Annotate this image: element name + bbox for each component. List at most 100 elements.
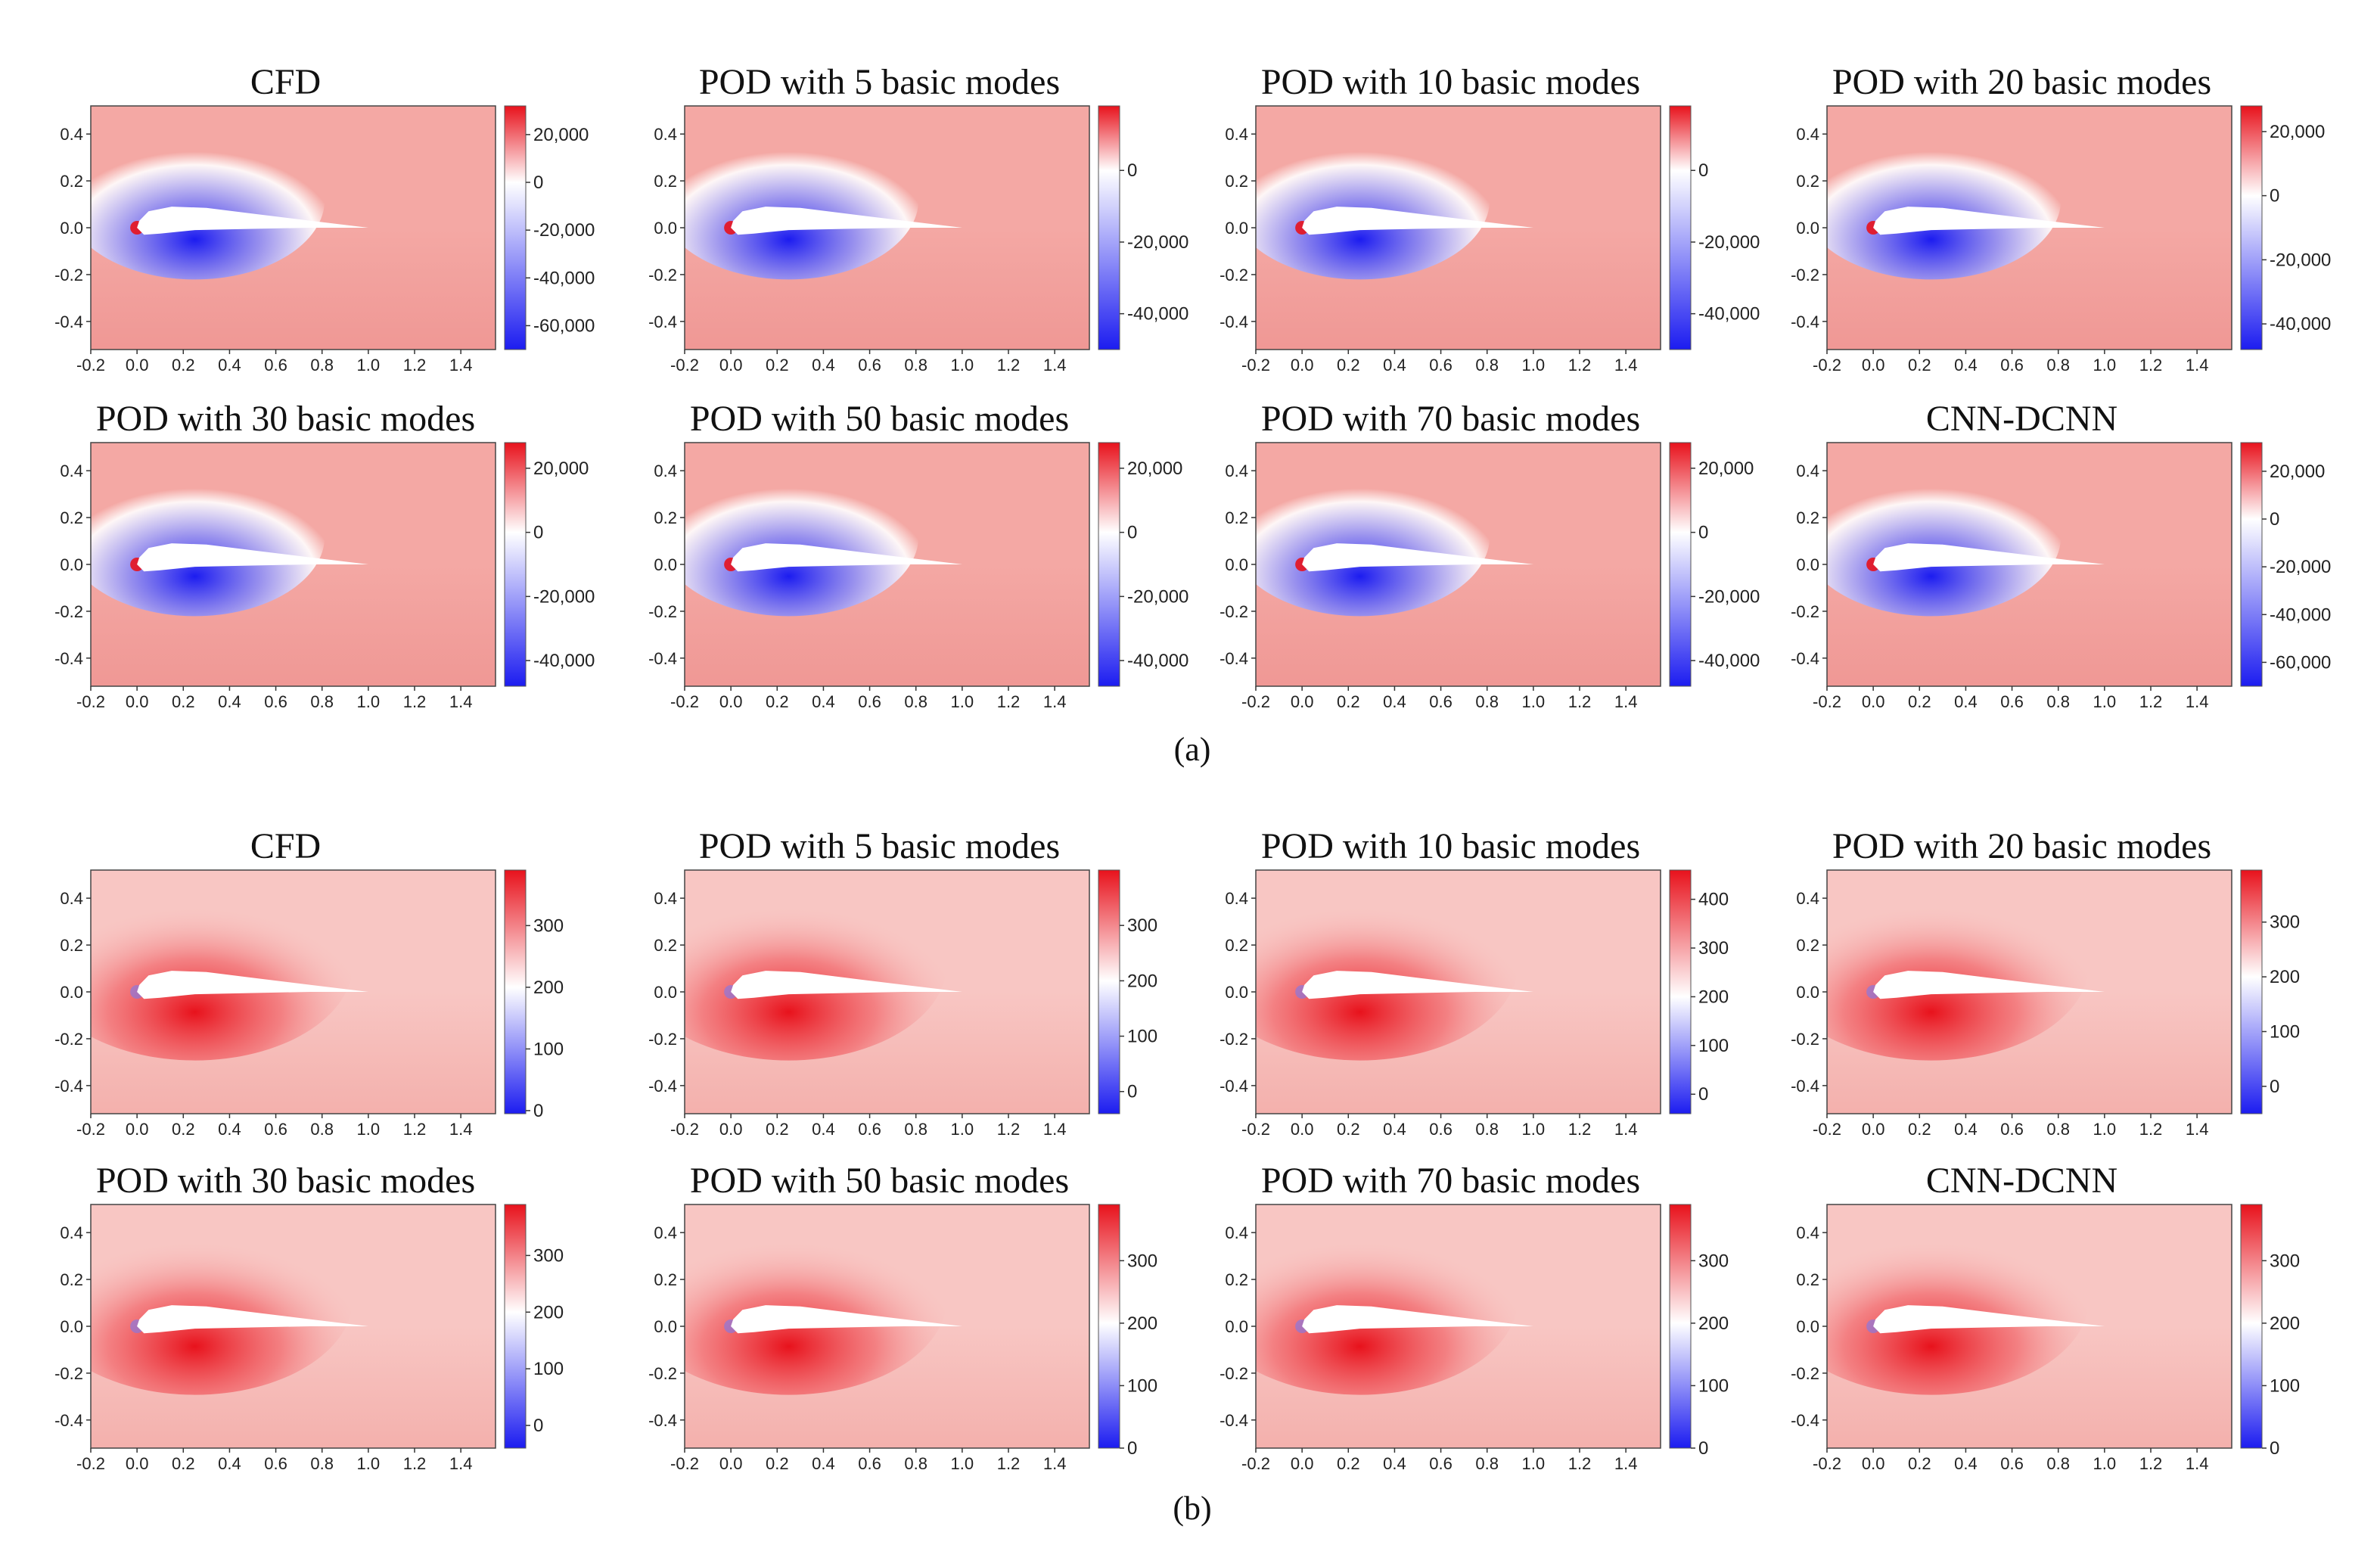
airfoil-shape	[1302, 1305, 1533, 1334]
colorbar-tick-label: 20,000	[533, 125, 589, 145]
airfoil-shape	[1302, 207, 1533, 235]
y-tick-label: -0.4	[1791, 649, 1819, 668]
x-tick-label: 0.6	[858, 1454, 881, 1473]
colorbar-tick-label: 0	[1127, 1082, 1137, 1102]
y-tick-label: 0.4	[1225, 889, 1248, 908]
y-tick-label: -0.2	[1791, 266, 1819, 284]
x-tick-label: -0.2	[76, 356, 105, 375]
y-tick-label: -0.4	[1791, 1077, 1819, 1096]
x-tick-label: 1.4	[1614, 356, 1638, 375]
field-plot	[1827, 870, 2232, 1114]
x-tick-label: 0.0	[1291, 356, 1314, 375]
field-plot	[1827, 106, 2232, 350]
x-tick-label: 1.0	[951, 356, 974, 375]
colorbar-tick-label: 100	[2270, 1375, 2300, 1396]
x-tick-label: 0.6	[1429, 356, 1453, 375]
y-tick-label: 0.2	[1225, 1270, 1248, 1289]
colorbar-tick-label: 100	[2270, 1021, 2300, 1042]
panel-b-1: CFD -0.2 0.0 0.2 0.4 0.6 0.8 1.0 1.2 1.4 0.4 0.2 0.0…	[54, 826, 564, 1139]
colorbar-tick-label: 0	[2270, 1438, 2279, 1459]
y-tick-label: 0.2	[1225, 508, 1248, 527]
y-tick-label: -0.4	[54, 312, 83, 331]
airfoil-shape	[731, 1305, 962, 1334]
colorbar-tick-label: 0	[2270, 186, 2279, 207]
panel-a-7: POD with 70 basic modes -0.2 0.0 0.2 0.4 0.6 0…	[1220, 399, 1760, 711]
x-tick-label: 1.4	[2186, 356, 2209, 375]
y-tick-label: 0.2	[1225, 936, 1248, 955]
colorbar	[1098, 869, 1120, 1114]
x-tick-label: 0.2	[1908, 356, 1931, 375]
colorbar-tick-label: -40,000	[1127, 304, 1188, 325]
x-tick-label: -0.2	[1241, 356, 1270, 375]
x-tick-label: 0.6	[2000, 356, 2024, 375]
x-tick-label: 0.4	[218, 1120, 241, 1139]
x-tick-label: 0.2	[766, 1120, 789, 1139]
x-tick-label: 0.6	[264, 692, 287, 711]
colorbar	[1669, 442, 1692, 687]
field-plot	[685, 106, 1089, 350]
y-tick-label: 0.4	[1796, 1223, 1819, 1242]
colorbar	[504, 869, 527, 1114]
field-plot	[91, 443, 496, 686]
y-tick-label: -0.4	[648, 312, 677, 331]
x-tick-label: 0.4	[812, 356, 835, 375]
y-tick-label: 0.0	[654, 555, 677, 574]
x-tick-label: 1.2	[403, 356, 427, 375]
y-tick-label: 0.2	[60, 1270, 83, 1289]
colorbar-tick-label: 0	[1698, 160, 1708, 181]
x-tick-label: 0.4	[812, 1120, 835, 1139]
x-tick-label: 1.4	[2186, 1454, 2209, 1473]
field-plot	[91, 1204, 496, 1448]
field-gradient-region	[1827, 870, 2089, 1061]
y-tick-label: 0.4	[60, 1223, 83, 1242]
y-tick-label: 0.2	[60, 936, 83, 955]
panel-title: CNN-DCNN	[1926, 399, 2117, 439]
x-tick-label: 1.2	[2139, 692, 2163, 711]
colorbar	[2240, 869, 2263, 1114]
x-tick-label: 1.0	[951, 1454, 974, 1473]
field-gradient-region	[685, 456, 919, 617]
x-tick-label: 0.2	[766, 356, 789, 375]
colorbar-tick-label: 20,000	[2270, 122, 2325, 142]
colorbar-tick-label: 20,000	[533, 458, 589, 479]
y-tick-label: -0.4	[1220, 1077, 1248, 1096]
colorbar-tick-label: 100	[1698, 1375, 1729, 1396]
panel-a-1: CFD -0.2 0.0 0.2 0.4 0.6 0.8 1.0 1.2 1.4 0.4 0.2 0.0…	[54, 62, 595, 375]
y-tick-label: 0.0	[654, 983, 677, 1002]
field-gradient-region	[1827, 120, 2062, 280]
panel-a-6: POD with 50 basic modes -0.2 0.0 0.2 0.4 0.6 0…	[648, 399, 1188, 711]
x-tick-label: 0.0	[719, 1454, 743, 1473]
panel-a-3: POD with 10 basic modes -0.2 0.0 0.2 0.4 0.6 0…	[1220, 62, 1760, 375]
x-tick-label: 0.8	[904, 1120, 927, 1139]
x-tick-label: 1.2	[997, 1120, 1021, 1139]
x-tick-label: 0.8	[310, 692, 334, 711]
airfoil-shape	[137, 971, 368, 999]
colorbar-tick-label: -20,000	[533, 586, 595, 607]
y-tick-label: -0.2	[1791, 602, 1819, 621]
y-tick-label: 0.2	[654, 508, 677, 527]
x-tick-label: -0.2	[1241, 1120, 1270, 1139]
field-gradient-region	[1827, 456, 2062, 617]
colorbar-tick-label: 200	[1698, 1313, 1729, 1334]
y-tick-label: 0.0	[60, 983, 83, 1002]
y-tick-label: 0.4	[60, 462, 83, 480]
airfoil-shape	[137, 207, 368, 235]
x-tick-label: 0.2	[172, 692, 195, 711]
colorbar	[2240, 442, 2263, 687]
colorbar-tick-label: 0	[1698, 523, 1708, 543]
y-tick-label: -0.4	[1220, 312, 1248, 331]
panel-title: POD with 10 basic modes	[1261, 826, 1640, 866]
colorbar-tick-label: -20,000	[1698, 232, 1760, 253]
y-tick-label: -0.4	[1220, 649, 1248, 668]
colorbar-tick-label: 100	[1127, 1375, 1157, 1396]
panel-title: POD with 5 basic modes	[699, 62, 1060, 102]
x-tick-label: 0.4	[1954, 692, 1978, 711]
panel-b-4: POD with 20 basic modes -0.2 0.0 0.2 0.4 0.6 0…	[1791, 826, 2300, 1139]
colorbar-tick-label: 300	[2270, 912, 2300, 933]
x-tick-label: 0.6	[858, 1120, 881, 1139]
x-tick-label: 0.0	[126, 1454, 149, 1473]
panel-title: CFD	[250, 826, 321, 866]
colorbar	[1669, 869, 1692, 1114]
x-tick-label: 1.4	[449, 356, 473, 375]
